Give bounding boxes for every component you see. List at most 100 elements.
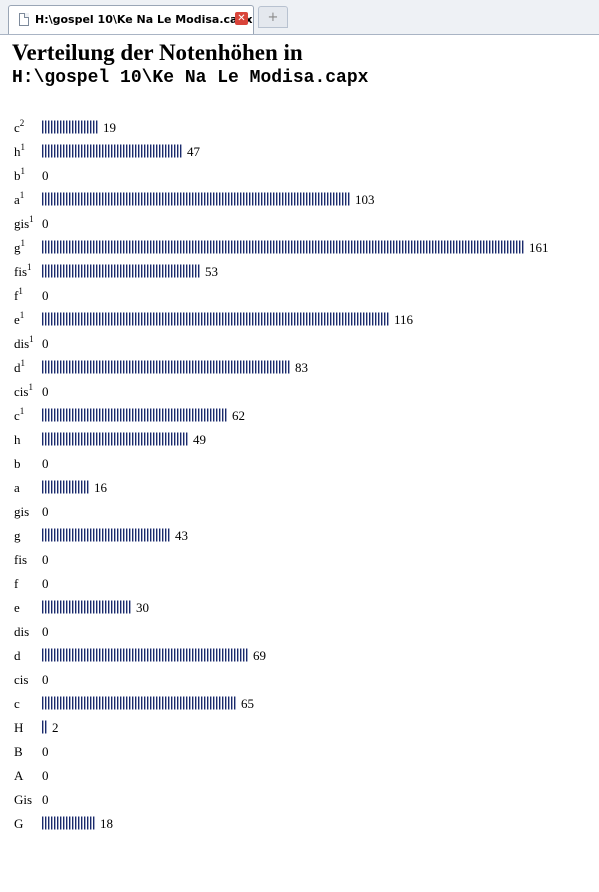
tick-label: e1 xyxy=(14,310,24,327)
data-label: 47 xyxy=(187,144,201,159)
bar-row: dis1 0 xyxy=(14,334,49,351)
data-label: 0 xyxy=(42,168,49,183)
tick-label: c1 xyxy=(14,406,24,423)
tick-label: a xyxy=(14,480,20,495)
tick-label: f xyxy=(14,576,19,591)
bar xyxy=(42,720,47,734)
tick-label: d1 xyxy=(14,358,25,375)
tick-label: A xyxy=(14,768,24,783)
bar xyxy=(42,528,170,542)
tick-label: dis1 xyxy=(14,334,34,351)
data-label: 0 xyxy=(42,576,49,591)
bar-row: h1 47 xyxy=(14,142,201,159)
data-label: 53 xyxy=(205,264,218,279)
tick-label: dis xyxy=(14,624,29,639)
data-label: 62 xyxy=(232,408,245,423)
bar-row: fis1 53 xyxy=(14,262,218,279)
plus-icon: + xyxy=(267,10,279,25)
bar-row: cis 0 xyxy=(14,672,49,687)
bar-row: c1 62 xyxy=(14,406,245,423)
bar xyxy=(42,432,188,446)
data-label: 83 xyxy=(295,360,308,375)
bar-row: fis 0 xyxy=(14,552,49,567)
data-label: 0 xyxy=(42,456,49,471)
data-label: 0 xyxy=(42,792,49,807)
bar-row: g1 161 xyxy=(14,238,549,255)
data-label: 43 xyxy=(175,528,188,543)
bar-row: f1 0 xyxy=(14,286,49,303)
data-label: 161 xyxy=(529,240,549,255)
bar-row: gis 0 xyxy=(14,504,49,519)
tick-label: gis1 xyxy=(14,214,34,231)
data-label: 0 xyxy=(42,216,49,231)
bar-row: dis 0 xyxy=(14,624,49,639)
bar-row: d1 83 xyxy=(14,358,308,375)
bar-row: c2 19 xyxy=(14,118,116,135)
data-label: 0 xyxy=(42,552,49,567)
bar xyxy=(42,816,95,830)
tick-label: H xyxy=(14,720,23,735)
tick-label: B xyxy=(14,744,23,759)
bar-row: cis1 0 xyxy=(14,382,49,399)
data-label: 0 xyxy=(42,336,49,351)
tick-label: gis xyxy=(14,504,29,519)
tick-label: h xyxy=(14,432,21,447)
bar-row: a1 103 xyxy=(14,190,375,207)
tick-label: cis xyxy=(14,672,28,687)
bar-row: G 18 xyxy=(14,816,113,831)
bar xyxy=(42,648,248,662)
bar-row: g 43 xyxy=(14,528,188,543)
data-label: 19 xyxy=(103,120,116,135)
bar xyxy=(42,312,389,326)
page-icon xyxy=(19,13,29,26)
browser-tab[interactable]: H:\gospel 10\Ke Na Le Modisa.capx ✕ xyxy=(8,5,254,34)
tab-title: H:\gospel 10\Ke Na Le Modisa.capx xyxy=(35,13,253,26)
close-icon[interactable]: ✕ xyxy=(235,12,248,25)
data-label: 18 xyxy=(100,816,113,831)
tick-label: fis xyxy=(14,552,27,567)
bar xyxy=(42,240,524,254)
tick-label: d xyxy=(14,648,21,663)
tick-label: b xyxy=(14,456,21,471)
bar xyxy=(42,408,227,422)
tick-label: g xyxy=(14,528,21,543)
tick-label: cis1 xyxy=(14,382,33,399)
bar-row: Gis 0 xyxy=(14,792,49,807)
bar-row: e1 116 xyxy=(14,310,414,327)
data-label: 0 xyxy=(42,624,49,639)
data-label: 0 xyxy=(42,672,49,687)
data-label: 16 xyxy=(94,480,108,495)
page-subtitle: H:\gospel 10\Ke Na Le Modisa.capx xyxy=(12,68,369,88)
data-label: 116 xyxy=(394,312,414,327)
tick-label: e xyxy=(14,600,20,615)
bar-row: b1 0 xyxy=(14,166,49,183)
bar xyxy=(42,144,182,158)
bar-row: gis1 0 xyxy=(14,214,49,231)
tick-label: c xyxy=(14,696,20,711)
data-label: 69 xyxy=(253,648,266,663)
bar xyxy=(42,600,131,614)
bar xyxy=(42,264,200,278)
bar-row: h 49 xyxy=(14,432,206,447)
tick-label: Gis xyxy=(14,792,32,807)
bar xyxy=(42,480,89,494)
tick-label: fis1 xyxy=(14,262,32,279)
tick-label: c2 xyxy=(14,118,24,135)
bar-row: c 65 xyxy=(14,696,254,711)
data-label: 0 xyxy=(42,504,49,519)
tick-label: b1 xyxy=(14,166,25,183)
tick-label: a1 xyxy=(14,190,24,207)
bar xyxy=(42,696,236,710)
tick-label: f1 xyxy=(14,286,23,303)
new-tab-button[interactable]: + xyxy=(258,6,288,28)
data-label: 30 xyxy=(136,600,149,615)
tick-label: h1 xyxy=(14,142,25,159)
data-label: 0 xyxy=(42,384,49,399)
data-label: 49 xyxy=(193,432,206,447)
